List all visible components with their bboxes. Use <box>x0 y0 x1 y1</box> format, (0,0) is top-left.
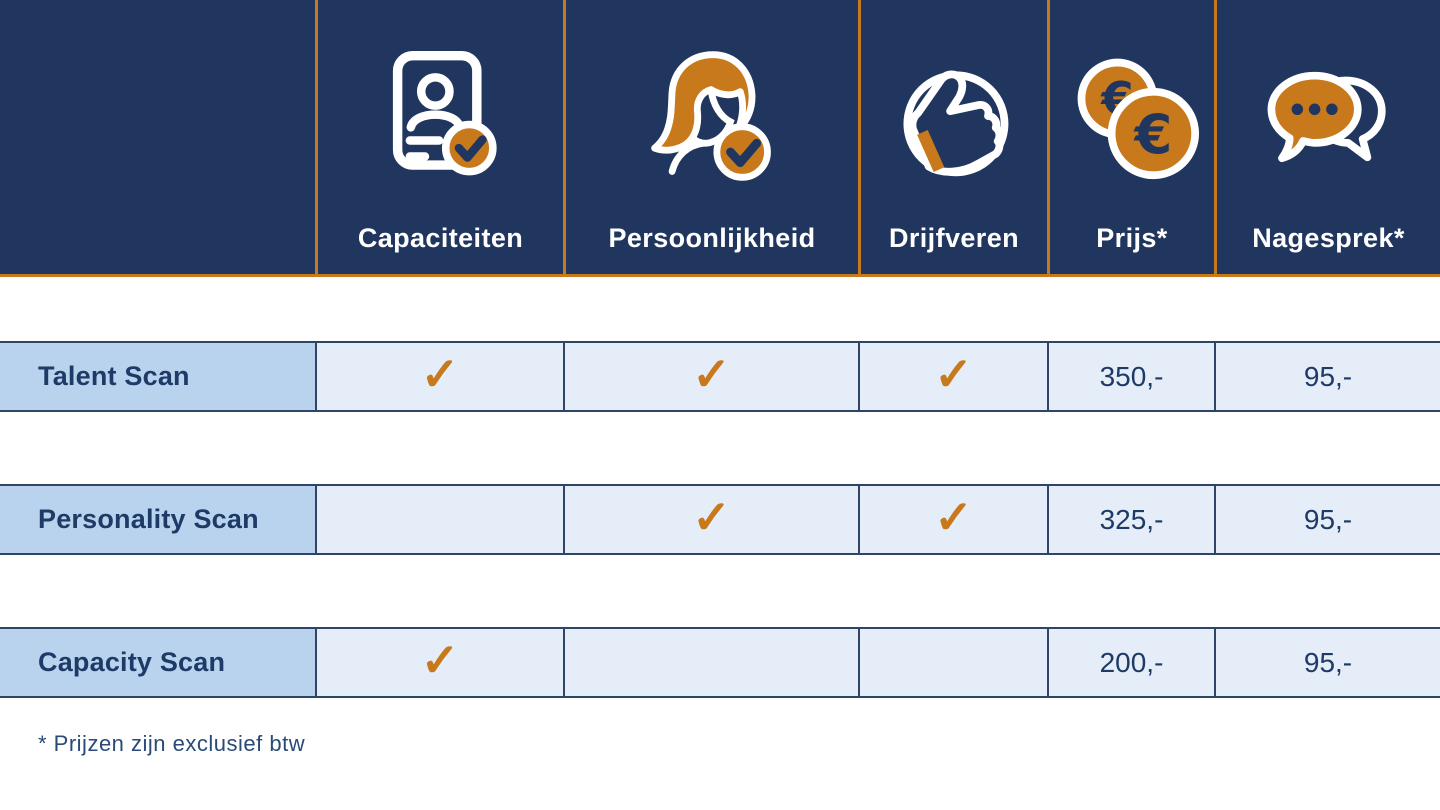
checkmark: ✓ <box>692 490 731 543</box>
id-card-check-icon <box>375 0 507 225</box>
header-label: Drijfveren <box>888 223 1020 253</box>
cell-capaciteiten: ✓ <box>315 343 563 410</box>
cell-drijfveren <box>858 629 1047 696</box>
cell-persoonlijkheid: ✓ <box>563 486 858 553</box>
price-value: 95,- <box>1303 360 1353 392</box>
cell-nagesprek: 95,- <box>1214 629 1440 696</box>
table-header: Capaciteiten Persoonlijkheid <box>0 0 1440 277</box>
cell-persoonlijkheid: ✓ <box>563 343 858 410</box>
cell-drijfveren: ✓ <box>858 486 1047 553</box>
row-label: Personality Scan <box>0 486 315 553</box>
price-value: 95,- <box>1303 646 1353 678</box>
header-col-persoonlijkheid: Persoonlijkheid <box>563 0 858 274</box>
row-label: Capacity Scan <box>0 629 315 696</box>
row-label: Talent Scan <box>0 343 315 410</box>
chat-bubbles-icon <box>1256 0 1402 225</box>
cell-prijs: 350,- <box>1047 343 1214 410</box>
header-empty-cell <box>0 0 315 274</box>
header-label: Persoonlijkheid <box>608 223 816 253</box>
cell-capaciteiten: ✓ <box>315 629 563 696</box>
woman-check-icon <box>639 0 785 225</box>
thumbs-up-icon <box>886 0 1022 225</box>
checkmark: ✓ <box>934 347 973 400</box>
price-value: 200,- <box>1099 646 1164 678</box>
cell-prijs: 325,- <box>1047 486 1214 553</box>
cell-nagesprek: 95,- <box>1214 343 1440 410</box>
header-col-drijfveren: Drijfveren <box>858 0 1047 274</box>
header-label: Nagesprek* <box>1252 223 1405 253</box>
price-footnote: * Prijzen zijn exclusief btw <box>38 731 306 756</box>
price-value: 350,- <box>1099 360 1164 392</box>
checkmark: ✓ <box>692 347 731 400</box>
cell-nagesprek: 95,- <box>1214 486 1440 553</box>
euro-coins-icon: € € <box>1064 0 1200 225</box>
header-col-capaciteiten: Capaciteiten <box>315 0 563 274</box>
header-label: Prijs* <box>1096 223 1168 253</box>
price-value: 325,- <box>1099 503 1164 535</box>
table-row-personality-scan: Personality Scan ✓ ✓ 325,- 95,- <box>0 484 1440 555</box>
table-row-capacity-scan: Capacity Scan ✓ 200,- 95,- <box>0 627 1440 698</box>
price-value: 95,- <box>1303 503 1353 535</box>
cell-capaciteiten <box>315 486 563 553</box>
header-col-prijs: € € Prijs* <box>1047 0 1214 274</box>
checkmark: ✓ <box>420 347 460 400</box>
checkmark: ✓ <box>934 490 973 543</box>
table-row-talent-scan: Talent Scan ✓ ✓ ✓ 350,- 95,- <box>0 341 1440 412</box>
svg-text:€: € <box>1132 102 1172 165</box>
checkmark: ✓ <box>420 633 460 686</box>
cell-prijs: 200,- <box>1047 629 1214 696</box>
cell-drijfveren: ✓ <box>858 343 1047 410</box>
cell-persoonlijkheid <box>563 629 858 696</box>
header-col-nagesprek: Nagesprek* <box>1214 0 1440 274</box>
header-label: Capaciteiten <box>357 223 524 253</box>
